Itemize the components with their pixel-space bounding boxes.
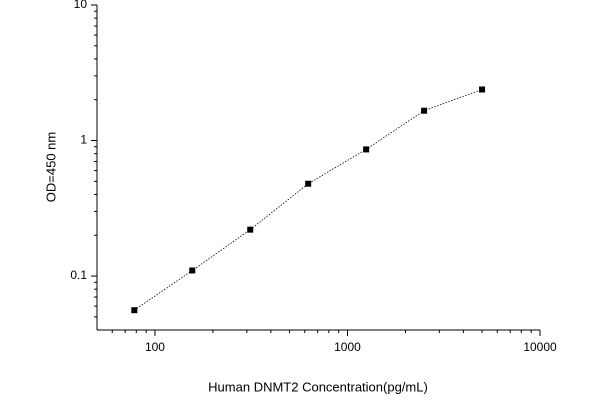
y-tick-label: 0.1 (70, 268, 87, 282)
x-tick-label: 10000 (523, 340, 557, 354)
y-axis-title: OD=450 nm (43, 132, 58, 202)
data-point (131, 307, 138, 314)
series-line (134, 89, 483, 311)
x-tick-label: 1000 (334, 340, 361, 354)
data-point (247, 226, 254, 233)
x-tick-label: 100 (145, 340, 165, 354)
x-axis-title: Human DNMT2 Concentration(pg/mL) (208, 379, 428, 394)
data-point (189, 267, 196, 274)
data-point (479, 86, 486, 93)
data-point (421, 107, 428, 114)
data-point (305, 180, 312, 187)
y-tick-label: 1 (80, 133, 87, 147)
data-point (363, 146, 370, 153)
y-tick-label: 10 (74, 0, 88, 11)
